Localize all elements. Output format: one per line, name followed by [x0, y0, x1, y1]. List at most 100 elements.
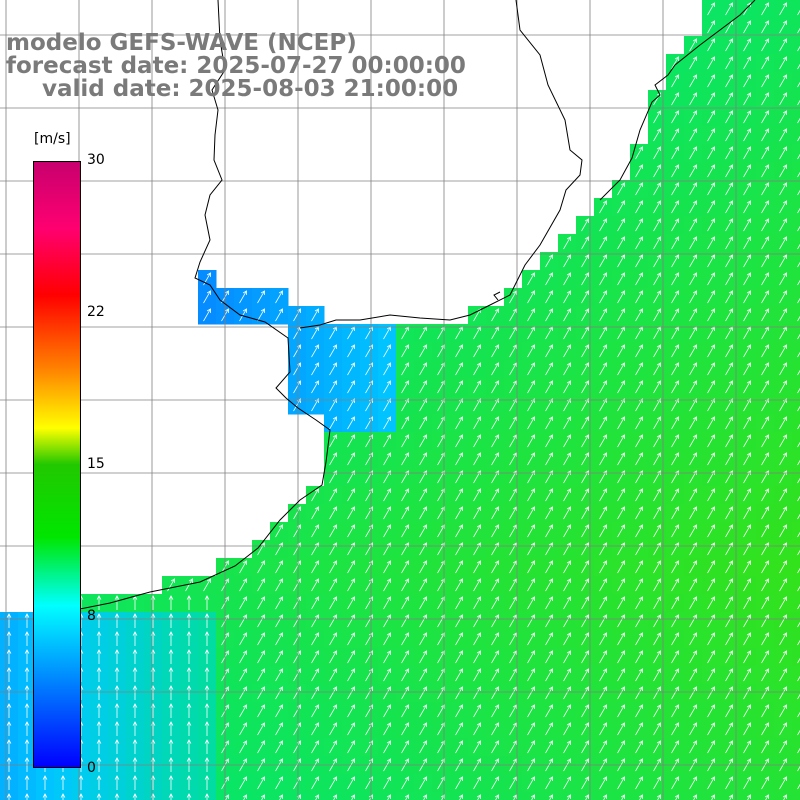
wind-arrow	[383, 524, 391, 538]
wind-arrow	[329, 668, 337, 682]
wind-arrow	[311, 506, 319, 520]
wind-arrow	[581, 452, 589, 466]
wind-arrow	[455, 686, 463, 700]
wind-arrow	[455, 578, 463, 592]
wind-arrow	[707, 704, 715, 718]
wind-arrow	[545, 668, 553, 682]
wind-arrow	[257, 668, 265, 682]
wind-arrow	[545, 704, 553, 718]
wind-arrow	[779, 722, 787, 736]
wind-arrow	[509, 488, 517, 502]
wind-arrow	[239, 596, 247, 610]
wind-arrow	[509, 740, 517, 754]
wind-arrow	[674, 794, 679, 800]
wind-arrow	[653, 164, 661, 178]
speed-cell	[612, 792, 631, 800]
wind-arrow	[527, 272, 535, 286]
wind-arrow	[581, 722, 589, 736]
speed-cell	[792, 108, 800, 127]
wind-arrow	[617, 182, 625, 196]
wind-arrow	[186, 703, 192, 718]
wind-arrow	[725, 146, 733, 160]
wind-arrow	[491, 344, 499, 358]
wind-arrow	[509, 290, 517, 304]
wind-arrow	[329, 488, 337, 502]
wind-arrow	[311, 740, 319, 754]
wind-arrow	[581, 290, 589, 304]
wind-arrow	[599, 380, 607, 394]
wind-arrow	[401, 596, 409, 610]
wind-arrow	[383, 722, 391, 736]
wind-arrow	[275, 776, 283, 790]
wind-arrow	[743, 2, 751, 16]
wind-arrow	[311, 632, 319, 646]
wind-arrow	[617, 452, 625, 466]
wind-arrow	[314, 794, 319, 800]
wind-arrow	[635, 272, 643, 286]
wind-arrow	[437, 668, 445, 682]
wind-arrow	[383, 614, 391, 628]
wind-arrow	[509, 650, 517, 664]
wind-arrow	[797, 639, 800, 646]
wind-arrow	[707, 776, 715, 790]
wind-arrow	[563, 578, 571, 592]
wind-arrow	[401, 452, 409, 466]
wind-arrow	[329, 380, 337, 394]
wind-arrow	[329, 776, 337, 790]
wind-arrow	[617, 686, 625, 700]
wind-arrow	[797, 423, 800, 430]
wind-arrow	[275, 524, 283, 538]
wind-arrow	[383, 686, 391, 700]
wind-arrow	[257, 578, 265, 592]
wind-arrow	[743, 182, 751, 196]
wind-arrow	[797, 783, 800, 790]
wind-arrow	[563, 614, 571, 628]
wind-arrow	[743, 308, 751, 322]
wind-arrow	[401, 578, 409, 592]
wind-arrow	[527, 290, 535, 304]
wind-arrow	[635, 578, 643, 592]
wind-arrow	[653, 668, 661, 682]
wind-arrow	[743, 740, 751, 754]
wind-arrow	[96, 775, 102, 790]
wind-arrow	[168, 667, 174, 682]
wind-arrow	[617, 218, 625, 232]
wind-arrow	[725, 686, 733, 700]
wind-arrow	[527, 686, 535, 700]
wind-arrow	[599, 416, 607, 430]
wind-arrow	[689, 128, 697, 142]
wind-arrow	[797, 567, 800, 574]
wind-arrow	[743, 56, 751, 70]
wind-arrow	[707, 416, 715, 430]
wind-arrow	[419, 740, 427, 754]
wind-arrow	[275, 614, 283, 628]
forecast-date: forecast date: 2025-07-27 00:00:00	[6, 53, 466, 79]
wind-arrow	[617, 380, 625, 394]
wind-arrow	[725, 632, 733, 646]
wind-arrow	[761, 254, 769, 268]
wind-arrow	[725, 308, 733, 322]
wind-arrow	[617, 434, 625, 448]
wind-arrow	[114, 613, 120, 628]
wind-arrow	[599, 614, 607, 628]
wind-arrow	[620, 794, 625, 800]
wind-arrow	[617, 524, 625, 538]
wind-arrow	[257, 596, 265, 610]
wind-arrow	[563, 506, 571, 520]
wind-arrow	[779, 128, 787, 142]
speed-cell	[792, 792, 800, 800]
wind-arrow	[779, 668, 787, 682]
wind-arrow	[797, 693, 800, 700]
wind-arrow	[347, 704, 355, 718]
wind-arrow	[725, 578, 733, 592]
wind-arrow	[458, 794, 463, 800]
wind-arrow	[797, 207, 800, 214]
wind-arrow	[689, 380, 697, 394]
wind-arrow	[132, 775, 138, 790]
wind-arrow	[743, 92, 751, 106]
wind-arrow	[132, 721, 138, 736]
speed-cell	[792, 666, 800, 685]
wind-arrow	[509, 578, 517, 592]
wind-arrow	[779, 308, 787, 322]
wind-arrow	[545, 434, 553, 448]
